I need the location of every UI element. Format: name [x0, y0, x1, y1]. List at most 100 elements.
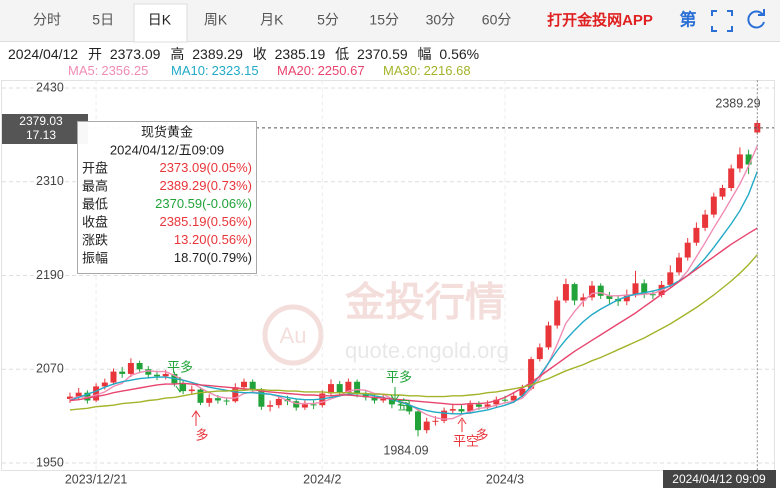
watermark-logo-ring: [262, 304, 324, 366]
signal-label: 多: [195, 427, 208, 442]
signal-label: 平空: [453, 433, 479, 448]
tooltip-label: 最高: [82, 178, 108, 193]
candle-body: [467, 404, 474, 412]
signal-arrow: [175, 377, 185, 393]
candle-body: [397, 404, 404, 406]
icon-badge[interactable]: 第: [680, 9, 697, 29]
tab[interactable]: 5分: [317, 12, 339, 28]
ma-line: [69, 227, 758, 406]
candle-body: [380, 398, 387, 401]
tooltip-value: 18.70(0.79%): [174, 250, 252, 265]
signal-label: 平多: [167, 359, 193, 374]
candle-body: [328, 384, 334, 394]
candle-body: [519, 388, 526, 396]
candle-body: [206, 398, 213, 403]
tooltip-rows: 开盘 2373.09(0.05%) 最高 2389.29(0.73%) 最低 2…: [82, 160, 252, 265]
tooltip-label: 涨跌: [82, 232, 108, 247]
tooltip-number: 2373.09: [159, 160, 206, 175]
candle-body: [641, 283, 648, 295]
y-tick-label: 1950: [36, 455, 64, 469]
candle-body: [241, 381, 247, 388]
candle-body: [754, 123, 761, 133]
candle-body: [249, 381, 256, 391]
candle-body: [415, 411, 421, 431]
info-label: 高: [170, 46, 184, 62]
candle-body: [510, 395, 517, 401]
candle-body: [432, 420, 439, 422]
y-tick-label: 2430: [36, 80, 64, 94]
crosshair-price: 2379.03: [19, 114, 63, 128]
info-value: 0.56%: [439, 46, 479, 62]
y-tick-label: 2070: [36, 362, 64, 376]
candle-body: [232, 387, 239, 402]
tooltip-label: 振幅: [82, 250, 108, 265]
tab[interactable]: 月K: [260, 12, 284, 28]
crosshair-time: 2024/04/12 09:09: [672, 472, 766, 486]
tooltip-number: 2389.29: [159, 178, 206, 193]
signal-arrow: [457, 417, 467, 432]
signal-label: 多: [475, 427, 488, 442]
tooltip-value: 13.20(0.56%): [174, 232, 252, 247]
tooltip-number: 18.70: [174, 250, 207, 265]
tooltip-change: (0.79%): [206, 250, 252, 265]
tooltip-value: 2389.29(0.73%): [159, 178, 252, 193]
tooltip-box: [77, 121, 257, 274]
tooltip-number: 13.20: [174, 232, 207, 247]
candle-body: [649, 294, 656, 296]
candle-body: [702, 214, 709, 228]
legend-entry: MA20: 2250.67: [277, 63, 365, 78]
tooltip-value: 2385.19(0.56%): [159, 214, 252, 229]
candle-body: [188, 389, 195, 392]
tab[interactable]: 周K: [204, 12, 228, 28]
candle-body: [728, 168, 735, 189]
candle-body: [545, 325, 552, 348]
tooltip-title: 现货黄金: [141, 124, 193, 139]
legend-value: 2250.67: [318, 63, 365, 78]
candle-body: [145, 369, 152, 375]
legend-entry: MA5: 2356.25: [68, 63, 148, 78]
tab[interactable]: 5日: [92, 12, 114, 28]
candle-body: [362, 394, 369, 398]
tooltip-value: 2370.59(-0.06%): [155, 196, 252, 211]
app-link[interactable]: 打开金投网APP: [547, 11, 653, 29]
candle-body: [580, 297, 587, 301]
candle-body: [345, 381, 352, 393]
candle-body: [214, 398, 221, 401]
plot-frame: [1, 80, 775, 471]
candle-body: [75, 392, 82, 397]
icon-refresh[interactable]: [747, 9, 765, 29]
candle-body: [719, 188, 726, 197]
candle-body: [127, 362, 134, 374]
ma-line: [69, 171, 758, 415]
tooltip-change: (-0.06%): [202, 196, 252, 211]
candle-body: [267, 405, 274, 407]
candle-body: [597, 285, 604, 296]
x-tick-label: 2024/3: [486, 472, 524, 486]
tooltip-change: (0.56%): [206, 232, 252, 247]
tab[interactable]: 15分: [369, 12, 399, 28]
candle-body: [441, 410, 448, 421]
info-label: 收: [253, 46, 267, 62]
tab[interactable]: 60分: [482, 12, 512, 28]
candle-body: [493, 399, 500, 405]
candle-body: [67, 396, 73, 399]
icon-fullscreen[interactable]: [711, 10, 733, 32]
legend-name: MA20:: [277, 63, 315, 78]
candle-body: [528, 359, 535, 389]
tab[interactable]: 30分: [426, 12, 456, 28]
watermark-brand: 金投行情: [344, 280, 505, 325]
tab[interactable]: 日K: [148, 12, 172, 28]
tooltip-time: 2024/04/12/五09:09: [110, 142, 224, 157]
plot: [67, 119, 761, 437]
info-value: 2385.19: [275, 46, 326, 62]
watermark-logo: Au: [280, 323, 307, 348]
signal-arrow: [191, 410, 201, 426]
ma-legend: MA5: 2356.25 MA10: 2323.15 MA20: 2250.67 MA30:…: [68, 63, 471, 78]
legend-value: 2216.68: [424, 63, 471, 78]
candle-body: [676, 257, 682, 273]
candle-body: [406, 405, 413, 412]
candle-body: [589, 285, 595, 298]
tab[interactable]: 分时: [33, 12, 61, 28]
candle-body: [632, 283, 639, 296]
